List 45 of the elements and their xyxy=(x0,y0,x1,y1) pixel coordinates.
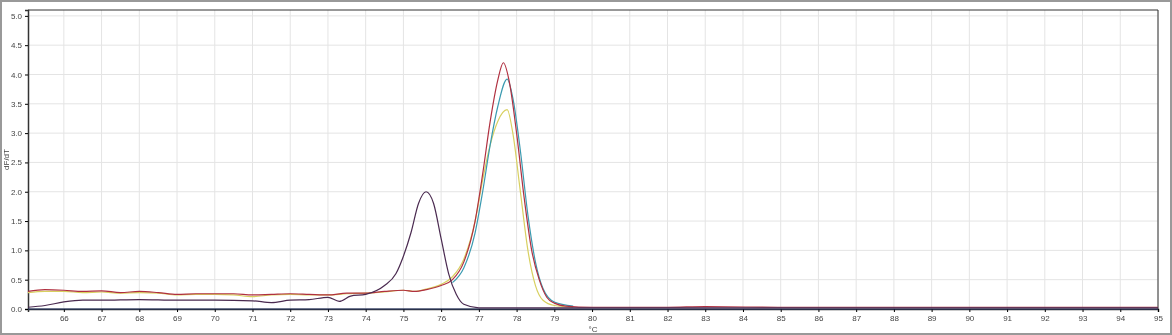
x-tick-label: 88 xyxy=(889,313,900,323)
x-tick-label: 73 xyxy=(324,313,334,323)
x-tick-label: 76 xyxy=(437,313,447,323)
x-tick-label: 81 xyxy=(625,313,636,323)
x-tick-label: 75 xyxy=(399,313,409,323)
y-tick-label: 3.0 xyxy=(10,129,23,139)
x-tick-label: 74 xyxy=(361,313,372,323)
x-tick-label: 82 xyxy=(663,313,674,323)
y-tick-label: 4.5 xyxy=(10,41,23,51)
x-tick-label: 84 xyxy=(739,313,749,323)
x-tick-label: 71 xyxy=(248,313,258,323)
y-tick-label: 5.0 xyxy=(10,11,23,21)
x-tick-label: 91 xyxy=(1003,313,1013,323)
y-tick-label: 1.0 xyxy=(10,246,23,256)
x-tick-label: 69 xyxy=(173,313,183,323)
y-tick-label: 2.0 xyxy=(10,187,23,197)
x-tick-label: 94 xyxy=(1116,313,1126,323)
x-tick-label: 80 xyxy=(588,313,598,323)
x-tick-label: 83 xyxy=(701,313,711,323)
line-series xyxy=(27,191,1159,309)
y-tick-label: 1.5 xyxy=(10,217,23,227)
x-tick-label: 87 xyxy=(852,313,862,323)
y-axis-title: dF/dT xyxy=(2,148,11,170)
x-tick-label: 68 xyxy=(135,313,145,323)
x-tick-label: 77 xyxy=(474,313,485,323)
line-series xyxy=(451,78,574,307)
x-tick-label: 72 xyxy=(286,313,296,323)
x-tick-label: 66 xyxy=(59,313,70,323)
y-tick-label: 2.5 xyxy=(10,158,23,168)
x-tick-label: 90 xyxy=(965,313,975,323)
x-tick-label: 95 xyxy=(1154,313,1164,323)
y-tick-label: 0.0 xyxy=(10,305,23,315)
y-tick-label: 3.5 xyxy=(10,99,23,109)
x-tick-label: 89 xyxy=(927,313,938,323)
x-tick-label: 93 xyxy=(1078,313,1089,323)
x-tick-label: 85 xyxy=(776,313,787,323)
x-tick-label: 79 xyxy=(550,313,560,323)
y-tick-label: 0.5 xyxy=(10,275,23,285)
x-tick-label: 67 xyxy=(97,313,108,323)
y-tick-label: 4.0 xyxy=(10,70,23,80)
x-axis-title: °C xyxy=(588,325,598,334)
x-tick-label: 86 xyxy=(814,313,824,323)
x-tick-label: 70 xyxy=(210,313,221,323)
x-tick-label: 78 xyxy=(512,313,523,323)
x-tick-label: 92 xyxy=(1040,313,1051,323)
